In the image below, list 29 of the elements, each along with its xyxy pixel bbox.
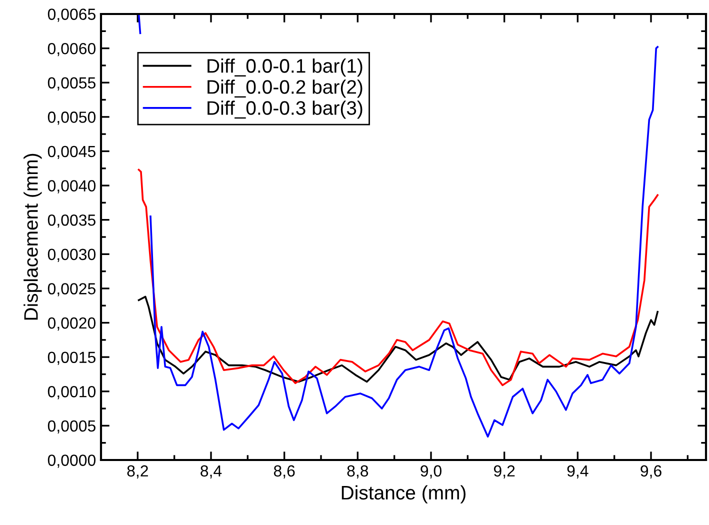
y-tick-label: 0,0065 (48, 8, 96, 22)
y-tick-label: 0,0020 (48, 317, 96, 331)
y-tick-label: 0,0030 (48, 248, 96, 262)
y-tick-label: 0,0010 (48, 386, 96, 400)
y-tick-label: 0,0045 (48, 146, 96, 160)
y-tick-label: 0,0050 (48, 112, 96, 125)
y-tick-label: 0,0000 (48, 454, 96, 468)
legend-label: Diff_0.0-0.1 bar(1) (208, 58, 362, 77)
legend-label: Diff_0.0-0.2 bar(2) (208, 80, 362, 98)
x-tick-label: 9,6 (640, 465, 662, 478)
y-tick-label: 0,0035 (48, 214, 96, 228)
y-tick-label: 0,0015 (48, 352, 96, 365)
x-tick-label: 8,8 (347, 465, 368, 478)
y-tick-label: 0,0060 (48, 42, 96, 56)
x-tick-label: 9,0 (420, 465, 442, 478)
x-tick-label: 9,2 (494, 465, 515, 478)
line-series (138, 296, 659, 383)
x-tick-label: 8,4 (200, 465, 222, 478)
x-tick-label: 8,6 (274, 465, 295, 478)
y-axis-title: Displacement (mm) (24, 154, 42, 320)
y-tick-label: 0,0055 (48, 77, 96, 90)
y-tick-label: 0,0025 (48, 283, 96, 296)
x-tick-label: 8,2 (127, 465, 148, 478)
x-axis-title: Distance (mm) (342, 485, 466, 504)
y-tick-label: 0,0040 (48, 180, 96, 194)
y-tick-label: 0,0005 (48, 420, 96, 434)
x-tick-label: 9,4 (567, 465, 588, 478)
legend-label: Diff_0.0-0.3 bar(3) (208, 100, 362, 119)
line-series (138, 168, 659, 386)
